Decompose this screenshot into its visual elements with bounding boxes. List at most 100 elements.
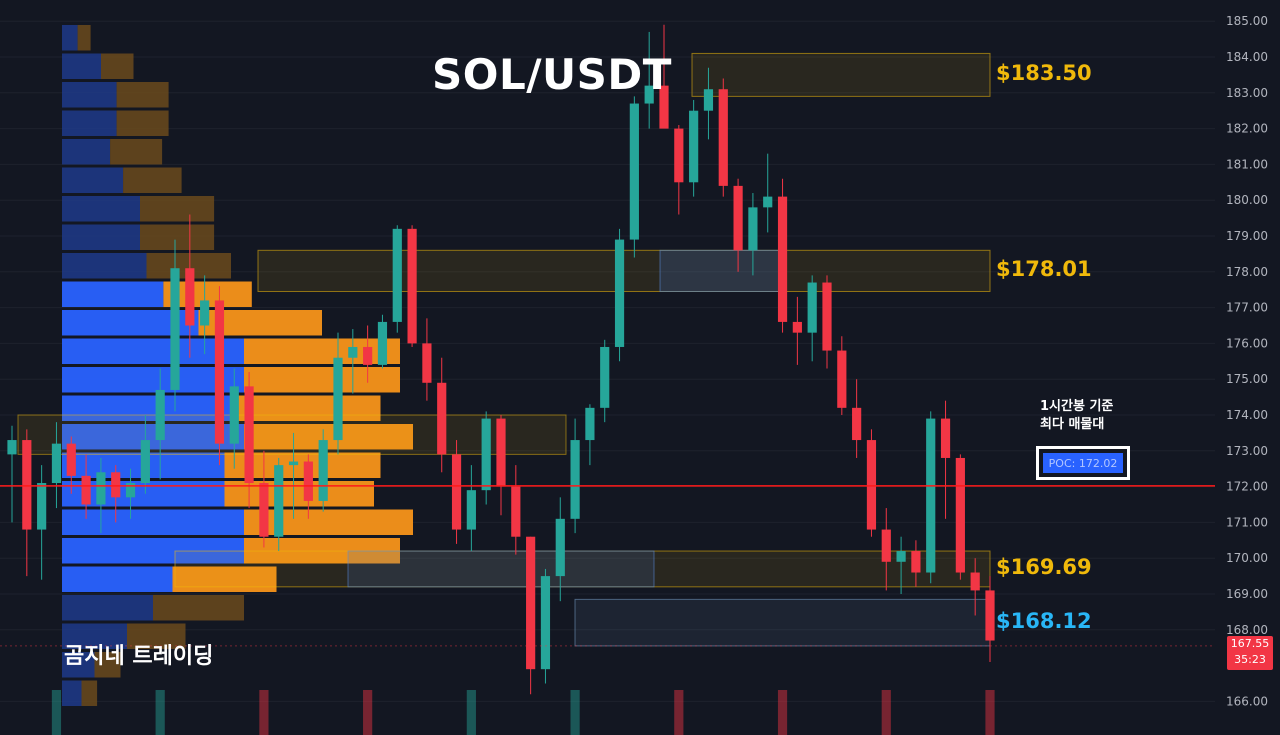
volume-bar-38 (570, 690, 580, 735)
candle-body-51 (763, 196, 773, 208)
candle-body-34 (511, 486, 521, 537)
volume-bar-31 (466, 690, 476, 735)
candle-body-43 (644, 85, 654, 104)
volume-profile (62, 25, 413, 706)
candle-body-50 (748, 207, 758, 251)
vp-sell-bar-7 (140, 224, 215, 250)
vp-buy-bar-14 (62, 424, 244, 450)
vp-buy-bar-20 (62, 595, 153, 621)
candle-body-58 (866, 440, 877, 530)
chart-title: SOL/USDT (432, 50, 672, 99)
y-tick-label-10: 175.00 (1226, 372, 1268, 386)
vp-buy-bar-11 (62, 338, 244, 364)
candle-body-19 (288, 461, 299, 466)
candle-body-59 (881, 529, 891, 562)
candle-body-17 (259, 483, 269, 537)
y-tick-label-15: 170.00 (1226, 551, 1268, 565)
candle-body-24 (363, 346, 373, 365)
candle-body-6 (96, 472, 106, 505)
vp-sell-bar-17 (244, 509, 413, 535)
candle-body-45 (674, 128, 684, 183)
price-axis: 185.00 184.00 183.00 182.00 181.00 180.00 179.… (1226, 14, 1268, 708)
y-tick-label-8: 177.00 (1226, 301, 1268, 315)
vp-sell-bar-21 (127, 623, 186, 649)
y-tick-label-13: 172.00 (1226, 480, 1268, 494)
vp-sell-bar-16 (224, 481, 374, 507)
candle-body-11 (170, 268, 180, 390)
candle-body-40 (600, 346, 610, 408)
volume-bar-17 (259, 690, 269, 735)
volume-bars (51, 690, 995, 735)
candle-body-36 (540, 576, 551, 670)
vp-sell-bar-20 (153, 595, 244, 621)
candle-body-32 (481, 418, 491, 491)
y-tick-label-5: 180.00 (1226, 193, 1268, 207)
candle-body-26 (392, 228, 402, 322)
level-label-178-01: $178.01 (996, 256, 1092, 281)
level-zone-3 (574, 598, 991, 647)
candle-body-18 (274, 465, 284, 537)
candle-body-65 (970, 572, 980, 591)
candle-body-61 (911, 551, 921, 573)
vp-sell-bar-1 (101, 53, 134, 79)
candle-body-33 (496, 418, 506, 487)
vp-buy-bar-9 (62, 281, 164, 307)
poc-annotation-line1: 1시간봉 기준 (1040, 399, 1114, 414)
vp-buy-bar-0 (62, 25, 78, 51)
candle-body-8 (125, 483, 136, 498)
level-label-183-50: $183.50 (996, 60, 1092, 85)
y-tick-label-17: 168.00 (1226, 623, 1268, 637)
vp-sell-bar-13 (231, 395, 381, 421)
candle-body-21 (318, 440, 328, 501)
level-zone-0 (691, 52, 991, 97)
candle-body-64 (955, 457, 965, 573)
vp-sell-bar-3 (116, 110, 169, 136)
candle-body-14 (214, 300, 225, 444)
candle-body-39 (585, 407, 595, 441)
vp-buy-bar-13 (62, 395, 231, 421)
candle-body-49 (733, 185, 743, 251)
vp-buy-bar-1 (62, 53, 101, 79)
candle-body-38 (570, 440, 580, 519)
y-tick-label-2: 183.00 (1226, 86, 1268, 100)
poc-annotation-line2: 최다 매물대 (1040, 417, 1105, 432)
candle-body-31 (466, 490, 476, 530)
candle-body-53 (792, 321, 802, 333)
candlesticks (7, 24, 995, 695)
candle-body-66 (985, 590, 995, 641)
vp-sell-bar-14 (244, 424, 413, 450)
candle-body-3 (51, 443, 62, 484)
volume-bar-3 (51, 690, 62, 735)
candle-body-56 (837, 350, 847, 408)
vp-buy-bar-17 (62, 509, 244, 535)
vp-sell-bar-0 (77, 25, 91, 51)
candle-body-60 (896, 551, 906, 562)
zone-box-upper (659, 249, 781, 292)
vp-sell-bar-11 (244, 338, 400, 364)
vp-sell-bar-12 (244, 367, 400, 393)
y-tick-label-18: 166.00 (1226, 694, 1268, 708)
vp-sell-bar-2 (116, 82, 169, 108)
candle-body-28 (422, 343, 432, 383)
candle-body-9 (140, 440, 150, 484)
vp-buy-bar-8 (62, 253, 147, 279)
volume-bar-24 (363, 690, 373, 735)
poc-line (0, 485, 1215, 647)
vp-sell-bar-23 (81, 680, 98, 706)
candle-body-52 (777, 196, 788, 322)
candle-body-15 (229, 386, 239, 444)
last-price-value: 167.55 (1230, 637, 1270, 650)
y-tick-label-7: 178.00 (1226, 265, 1268, 279)
vp-buy-bar-23 (62, 680, 82, 706)
vp-buy-bar-12 (62, 367, 244, 393)
candle-body-16 (244, 386, 254, 484)
candle-countdown: 35:23 (1234, 653, 1266, 666)
last-price-tag: 167.55 35:23 (1227, 636, 1273, 670)
candle-body-62 (926, 418, 936, 573)
candle-body-44 (659, 85, 669, 129)
vp-buy-bar-5 (62, 167, 124, 193)
candle-body-25 (377, 321, 388, 365)
candle-body-10 (155, 389, 165, 441)
candle-body-47 (703, 89, 714, 111)
